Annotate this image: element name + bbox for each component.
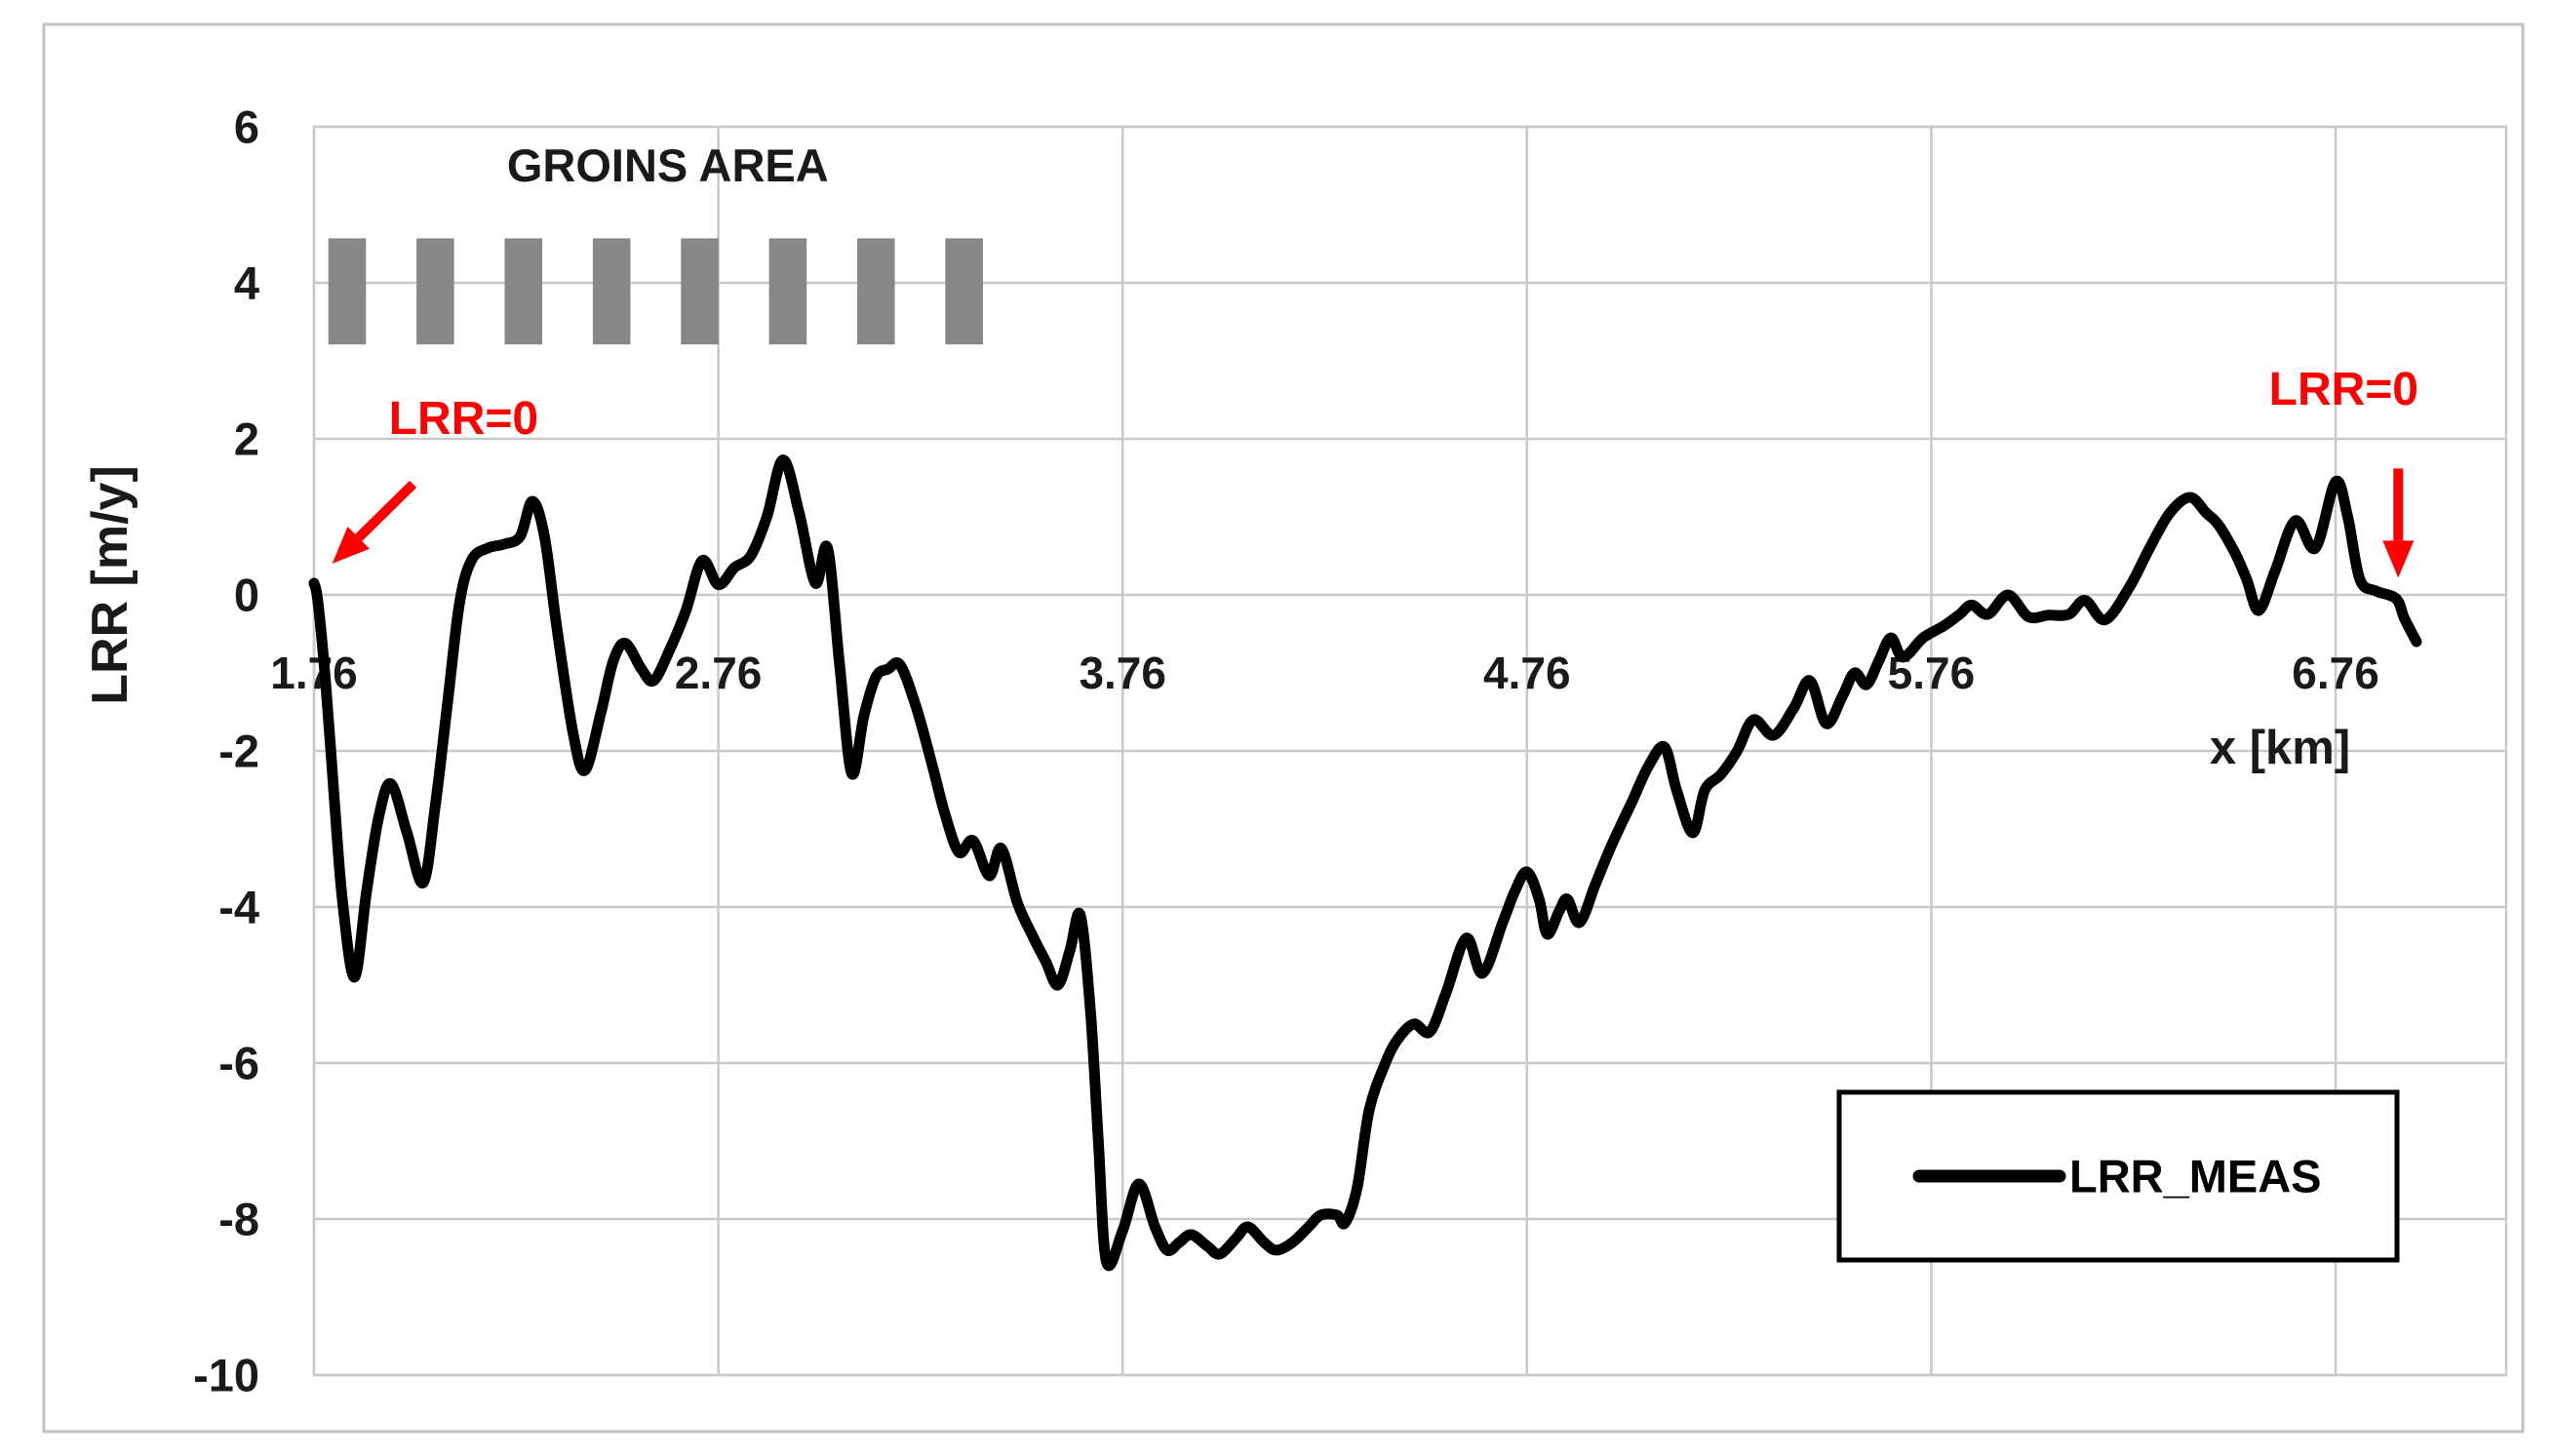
groin-bar — [945, 238, 983, 345]
y-tick-label: 4 — [234, 257, 259, 309]
y-axis-tick-labels: 6 4 2 0 -2 -4 -6 -8 -10 — [193, 101, 259, 1401]
lrr-meas-line — [308, 454, 2422, 1272]
y-tick-label: -4 — [218, 882, 259, 933]
red-arrowhead-icon — [2382, 540, 2415, 578]
figure-border — [42, 22, 2525, 1434]
lrr0-left-label: LRR=0 — [389, 393, 538, 445]
y-tick-label: 6 — [234, 101, 259, 153]
y-tick-label: -10 — [193, 1350, 259, 1401]
y-tick-label: -2 — [218, 726, 259, 777]
groin-bar — [768, 238, 807, 345]
groin-bar — [416, 238, 454, 345]
annotation-lrr0-left: LRR=0 — [332, 393, 538, 564]
groin-bar — [857, 238, 895, 345]
lrr0-left-arrow — [332, 480, 417, 564]
legend-box — [1836, 1089, 2400, 1263]
y-tick-label: 0 — [234, 570, 259, 621]
red-arrow-shaft — [355, 480, 417, 541]
y-axis-title: LRR [m/y] — [82, 465, 138, 705]
y-tick-label: 2 — [234, 413, 259, 465]
y-tick-label: -6 — [218, 1038, 259, 1089]
groin-bars — [328, 238, 983, 345]
x-tick-label: 2.76 — [675, 648, 763, 698]
lrr0-right-label: LRR=0 — [2269, 364, 2418, 415]
x-tick-label: 4.76 — [1483, 648, 1571, 698]
x-tick-label: 1.76 — [270, 648, 358, 698]
legend: LRR_MEAS — [1836, 1089, 2400, 1263]
x-tick-label: 3.76 — [1079, 648, 1166, 698]
y-tick-label: -8 — [218, 1194, 259, 1245]
annotation-lrr0-right: LRR=0 — [2269, 364, 2418, 578]
red-arrowhead-icon — [332, 526, 370, 564]
groin-bar — [592, 238, 631, 345]
groin-bar — [681, 238, 719, 345]
x-axis-tick-labels: 1.76 2.76 3.76 4.76 5.76 6.76 — [270, 648, 2379, 698]
groin-bar — [504, 238, 543, 345]
x-axis-title: x [km] — [2210, 722, 2350, 774]
x-tick-label: 6.76 — [2292, 648, 2379, 698]
plot-area-border — [312, 125, 2508, 1377]
gridlines — [312, 125, 2506, 1377]
groin-bar — [328, 238, 367, 345]
legend-label: LRR_MEAS — [2069, 1151, 2322, 1202]
lrr0-right-arrow — [2382, 468, 2415, 578]
groins-area-title: GROINS AREA — [507, 139, 829, 191]
